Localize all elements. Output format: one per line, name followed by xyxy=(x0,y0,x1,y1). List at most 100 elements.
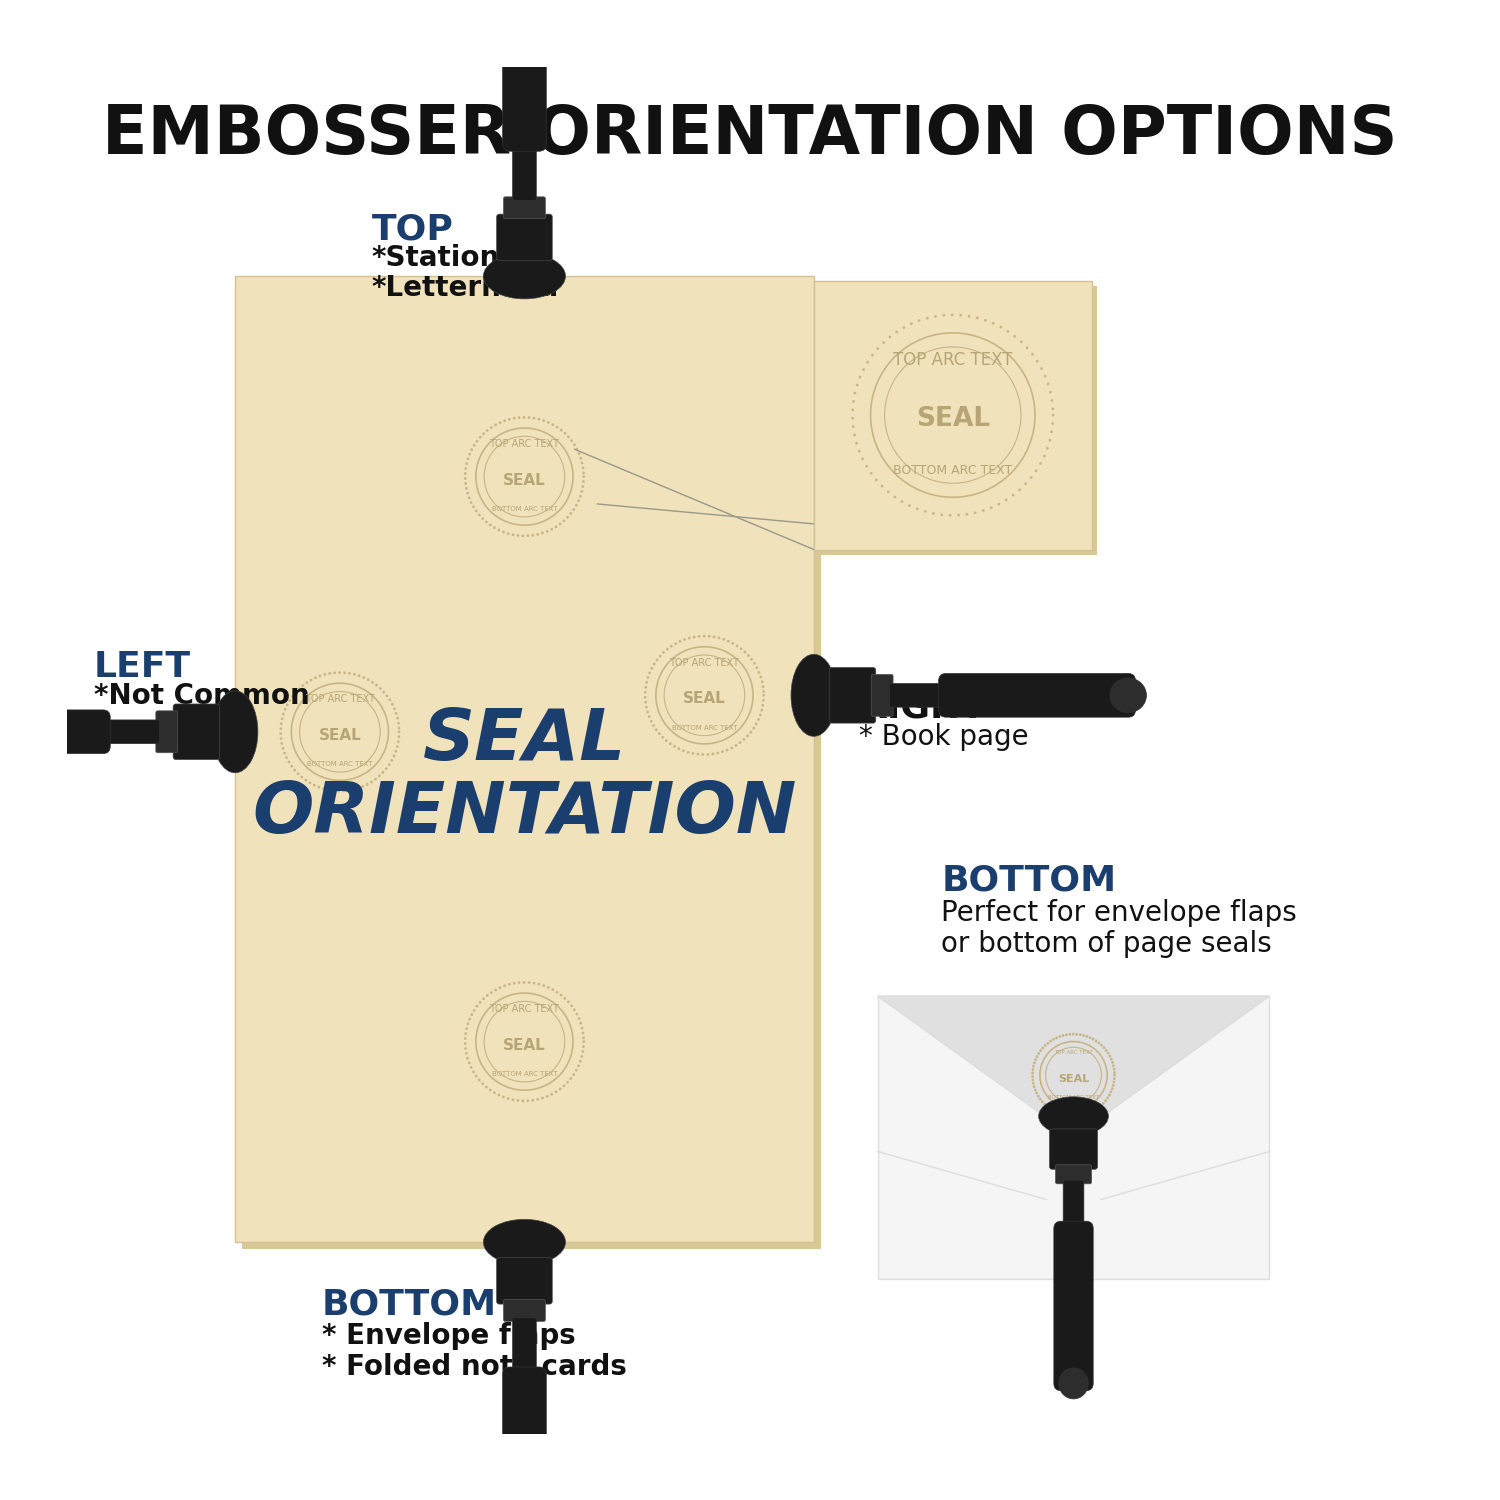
Circle shape xyxy=(712,636,716,638)
Circle shape xyxy=(498,422,501,424)
Text: TOP ARC TEXT: TOP ARC TEXT xyxy=(489,440,560,448)
Ellipse shape xyxy=(1038,1096,1108,1136)
FancyBboxPatch shape xyxy=(504,196,546,219)
Circle shape xyxy=(398,730,400,734)
Circle shape xyxy=(560,429,562,432)
Circle shape xyxy=(280,723,282,724)
Circle shape xyxy=(566,1082,568,1083)
Circle shape xyxy=(1044,375,1047,378)
Circle shape xyxy=(279,728,282,730)
Circle shape xyxy=(992,322,994,324)
Bar xyxy=(243,284,820,1250)
Circle shape xyxy=(537,982,540,986)
Circle shape xyxy=(466,458,470,460)
Circle shape xyxy=(1035,1054,1038,1058)
Circle shape xyxy=(852,426,855,427)
Circle shape xyxy=(678,640,681,642)
Circle shape xyxy=(486,429,489,432)
Circle shape xyxy=(576,1013,579,1016)
Circle shape xyxy=(1113,1074,1116,1077)
Circle shape xyxy=(393,754,396,758)
Ellipse shape xyxy=(483,254,566,298)
Circle shape xyxy=(300,776,303,778)
Circle shape xyxy=(486,994,489,998)
Text: BOTTOM: BOTTOM xyxy=(321,1287,496,1322)
Circle shape xyxy=(582,1041,585,1042)
Circle shape xyxy=(1054,1036,1058,1040)
Circle shape xyxy=(507,1096,510,1100)
Circle shape xyxy=(468,496,471,500)
Circle shape xyxy=(999,326,1002,328)
Circle shape xyxy=(282,712,285,716)
FancyBboxPatch shape xyxy=(496,214,552,261)
Circle shape xyxy=(522,1100,525,1102)
Circle shape xyxy=(578,452,580,454)
Circle shape xyxy=(531,1100,534,1101)
Circle shape xyxy=(386,768,387,770)
Circle shape xyxy=(1106,1048,1107,1052)
Circle shape xyxy=(753,728,754,729)
Circle shape xyxy=(280,742,284,746)
Circle shape xyxy=(280,717,284,720)
Ellipse shape xyxy=(790,654,837,736)
Circle shape xyxy=(513,417,516,420)
Circle shape xyxy=(546,1095,549,1098)
Text: SEAL: SEAL xyxy=(503,1038,546,1053)
Circle shape xyxy=(472,1010,476,1011)
Circle shape xyxy=(998,503,1000,506)
Circle shape xyxy=(1092,1038,1095,1041)
Circle shape xyxy=(858,375,861,378)
Circle shape xyxy=(526,1100,530,1102)
Text: *Stationery: *Stationery xyxy=(372,244,550,272)
Circle shape xyxy=(342,789,345,792)
Circle shape xyxy=(1052,414,1054,417)
Circle shape xyxy=(478,1078,480,1082)
FancyBboxPatch shape xyxy=(172,704,219,759)
FancyBboxPatch shape xyxy=(513,1318,537,1376)
Circle shape xyxy=(855,442,858,444)
Circle shape xyxy=(662,736,664,738)
Circle shape xyxy=(1096,1107,1100,1110)
Circle shape xyxy=(1048,392,1052,393)
Circle shape xyxy=(862,368,865,370)
Circle shape xyxy=(465,1032,466,1035)
Circle shape xyxy=(555,992,558,993)
Circle shape xyxy=(750,658,753,662)
Circle shape xyxy=(318,675,321,678)
Circle shape xyxy=(696,753,699,756)
Text: *Not Common: *Not Common xyxy=(94,681,309,710)
Circle shape xyxy=(1088,1112,1090,1114)
Circle shape xyxy=(1113,1068,1116,1071)
Circle shape xyxy=(503,531,506,534)
Circle shape xyxy=(562,519,566,522)
Circle shape xyxy=(542,1096,544,1100)
Circle shape xyxy=(468,1062,471,1065)
Circle shape xyxy=(573,444,576,446)
Circle shape xyxy=(960,314,962,316)
Circle shape xyxy=(664,740,668,742)
Circle shape xyxy=(753,662,756,664)
Circle shape xyxy=(693,636,696,639)
Circle shape xyxy=(370,780,374,783)
Circle shape xyxy=(498,1094,500,1096)
Circle shape xyxy=(759,714,762,716)
Circle shape xyxy=(558,522,561,525)
Circle shape xyxy=(552,423,554,426)
Circle shape xyxy=(524,416,525,419)
FancyBboxPatch shape xyxy=(1054,1221,1094,1391)
Text: TOP ARC TEXT: TOP ARC TEXT xyxy=(489,1004,560,1014)
Circle shape xyxy=(1052,408,1054,410)
Circle shape xyxy=(291,765,292,768)
Circle shape xyxy=(1052,1108,1054,1112)
Circle shape xyxy=(574,504,578,507)
Circle shape xyxy=(464,477,466,480)
Circle shape xyxy=(531,534,534,537)
Circle shape xyxy=(398,726,400,729)
Circle shape xyxy=(702,753,703,756)
Circle shape xyxy=(1112,1088,1113,1090)
Text: Perfect for envelope flaps: Perfect for envelope flaps xyxy=(942,898,1298,927)
Circle shape xyxy=(1052,422,1054,424)
Circle shape xyxy=(762,704,764,706)
Circle shape xyxy=(579,1060,582,1062)
Circle shape xyxy=(578,1065,580,1066)
